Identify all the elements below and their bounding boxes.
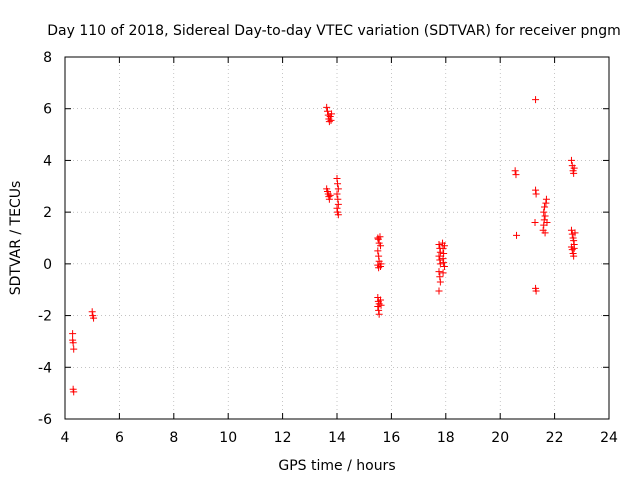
data-point <box>532 287 540 295</box>
x-tick-label: 22 <box>546 430 564 446</box>
data-point <box>376 233 384 241</box>
data-point <box>532 186 540 194</box>
data-point <box>377 242 385 250</box>
grid-lines <box>65 57 609 419</box>
data-point <box>88 308 96 316</box>
data-point <box>333 190 341 198</box>
data-point <box>70 388 78 396</box>
y-tick-label: 6 <box>43 102 52 118</box>
x-tick-label: 6 <box>115 430 124 446</box>
data-point <box>440 242 448 250</box>
y-axis-tick-labels: -6 -4 -2 0 2 4 6 8 <box>38 50 52 428</box>
data-point <box>334 180 342 188</box>
axis-ticks <box>64 56 610 420</box>
data-point <box>377 296 385 304</box>
data-point <box>70 345 78 353</box>
data-point <box>567 226 575 234</box>
data-point <box>69 339 77 347</box>
x-tick-label: 10 <box>219 430 237 446</box>
data-point <box>375 306 383 314</box>
data-point <box>436 273 444 281</box>
data-point <box>69 330 77 338</box>
x-axis-tick-labels: 4 6 8 10 12 14 16 18 20 22 24 <box>61 430 618 446</box>
data-point <box>439 255 447 263</box>
data-point <box>435 268 443 276</box>
y-tick-label: -2 <box>38 309 52 325</box>
data-point <box>375 310 383 318</box>
data-point <box>375 252 383 260</box>
data-point <box>325 195 333 203</box>
data-point <box>334 211 342 219</box>
data-point <box>440 262 448 270</box>
x-tick-label: 12 <box>274 430 292 446</box>
data-point <box>567 156 575 164</box>
data-point <box>436 248 444 256</box>
y-tick-label: -4 <box>38 360 52 376</box>
data-point <box>435 240 443 248</box>
data-point <box>436 278 444 286</box>
data-point <box>541 212 549 220</box>
data-point <box>570 164 578 172</box>
y-tick-label: 0 <box>43 257 52 273</box>
data-point <box>325 118 333 126</box>
data-point <box>532 190 540 198</box>
data-point <box>531 218 539 226</box>
data-point <box>542 199 550 207</box>
data-point <box>334 185 342 193</box>
data-point <box>333 175 341 183</box>
data-point <box>374 247 382 255</box>
data-point <box>333 204 341 212</box>
data-point <box>323 107 331 115</box>
data-point <box>323 103 331 111</box>
data-point <box>440 259 448 267</box>
data-point <box>541 229 549 237</box>
x-axis-label: GPS time / hours <box>278 458 395 474</box>
data-point <box>435 252 443 260</box>
data-point <box>436 260 444 268</box>
y-tick-label: 2 <box>43 205 52 221</box>
data-point <box>440 250 448 258</box>
data-point <box>571 229 579 237</box>
data-series-pngm <box>69 96 579 396</box>
x-tick-label: 4 <box>61 430 70 446</box>
data-point <box>374 303 382 311</box>
x-tick-label: 8 <box>169 430 178 446</box>
data-point <box>570 244 578 252</box>
x-tick-label: 16 <box>382 430 400 446</box>
data-point <box>543 218 551 226</box>
data-point <box>334 200 342 208</box>
data-point <box>511 167 519 175</box>
x-tick-label: 24 <box>600 430 618 446</box>
y-tick-label: 8 <box>43 50 52 66</box>
data-point <box>90 314 98 322</box>
data-point <box>570 252 578 260</box>
y-tick-label: 4 <box>43 153 52 169</box>
data-point <box>377 301 385 309</box>
x-tick-label: 14 <box>328 430 346 446</box>
data-point <box>326 191 334 199</box>
data-point <box>570 237 578 245</box>
data-point <box>439 269 447 277</box>
y-tick-label: -6 <box>38 412 52 428</box>
data-point <box>532 96 540 104</box>
data-point <box>512 171 520 179</box>
data-point <box>327 116 335 124</box>
chart-title: Day 110 of 2018, Sidereal Day-to-day VTE… <box>47 23 621 39</box>
x-tick-label: 20 <box>491 430 509 446</box>
data-point <box>436 256 444 264</box>
data-point <box>540 208 548 216</box>
data-point <box>542 195 550 203</box>
data-point <box>570 169 578 177</box>
data-point <box>541 203 549 211</box>
x-tick-label: 18 <box>437 430 455 446</box>
data-point <box>328 110 336 118</box>
y-axis-label: SDTVAR / TECUs <box>8 181 24 296</box>
data-point <box>377 262 385 270</box>
data-point <box>513 231 521 239</box>
data-point <box>334 195 342 203</box>
data-point <box>435 287 443 295</box>
